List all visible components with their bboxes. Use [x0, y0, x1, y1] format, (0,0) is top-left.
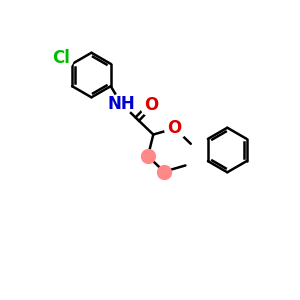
Text: NH: NH	[107, 94, 135, 112]
Text: O: O	[144, 96, 158, 114]
Text: O: O	[168, 119, 182, 137]
Text: Cl: Cl	[52, 49, 70, 67]
